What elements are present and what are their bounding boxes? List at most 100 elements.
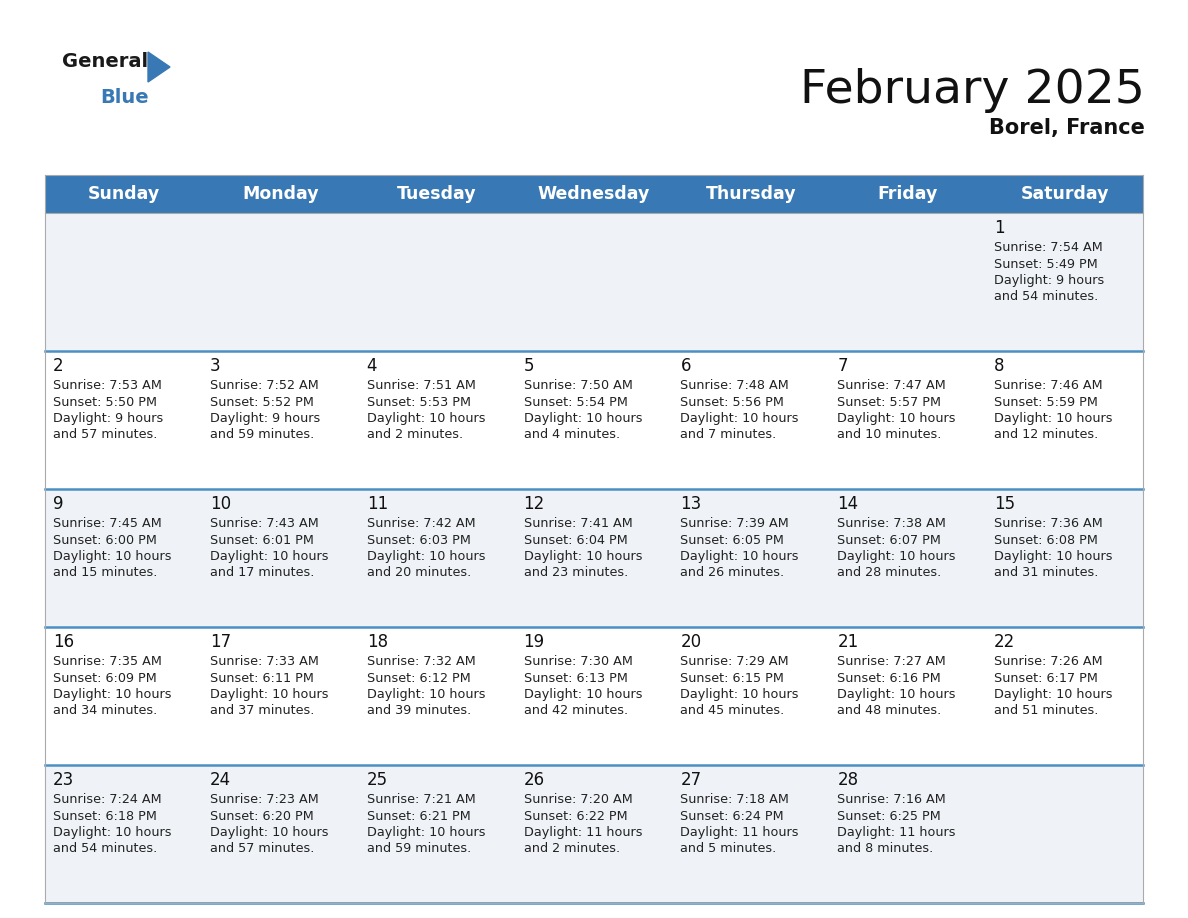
Text: February 2025: February 2025 — [801, 68, 1145, 113]
Text: 8: 8 — [994, 357, 1005, 375]
Text: Sunrise: 7:33 AM: Sunrise: 7:33 AM — [210, 655, 318, 668]
Text: Sunrise: 7:20 AM: Sunrise: 7:20 AM — [524, 793, 632, 806]
Text: Daylight: 10 hours: Daylight: 10 hours — [524, 412, 642, 425]
Text: Sunset: 6:03 PM: Sunset: 6:03 PM — [367, 533, 470, 546]
Text: and 59 minutes.: and 59 minutes. — [367, 843, 470, 856]
Text: Sunset: 6:08 PM: Sunset: 6:08 PM — [994, 533, 1098, 546]
Text: and 15 minutes.: and 15 minutes. — [53, 566, 157, 579]
Text: Sunset: 6:22 PM: Sunset: 6:22 PM — [524, 810, 627, 823]
Text: 11: 11 — [367, 495, 388, 513]
Text: and 34 minutes.: and 34 minutes. — [53, 704, 157, 718]
Text: Sunrise: 7:47 AM: Sunrise: 7:47 AM — [838, 379, 946, 392]
Text: Saturday: Saturday — [1020, 185, 1108, 203]
Text: Sunrise: 7:52 AM: Sunrise: 7:52 AM — [210, 379, 318, 392]
Text: Sunset: 6:11 PM: Sunset: 6:11 PM — [210, 671, 314, 685]
Text: Daylight: 10 hours: Daylight: 10 hours — [524, 688, 642, 701]
Text: and 59 minutes.: and 59 minutes. — [210, 429, 314, 442]
Text: and 48 minutes.: and 48 minutes. — [838, 704, 942, 718]
Text: and 20 minutes.: and 20 minutes. — [367, 566, 470, 579]
Text: and 2 minutes.: and 2 minutes. — [524, 843, 620, 856]
Text: Daylight: 10 hours: Daylight: 10 hours — [681, 412, 798, 425]
Text: Daylight: 10 hours: Daylight: 10 hours — [681, 550, 798, 563]
Bar — [45, 175, 1143, 213]
Text: Daylight: 10 hours: Daylight: 10 hours — [994, 412, 1113, 425]
Text: Sunrise: 7:50 AM: Sunrise: 7:50 AM — [524, 379, 632, 392]
Text: Wednesday: Wednesday — [538, 185, 650, 203]
Text: Sunset: 6:04 PM: Sunset: 6:04 PM — [524, 533, 627, 546]
Text: 14: 14 — [838, 495, 859, 513]
Text: Sunday: Sunday — [87, 185, 159, 203]
Text: and 31 minutes.: and 31 minutes. — [994, 566, 1099, 579]
Text: and 28 minutes.: and 28 minutes. — [838, 566, 942, 579]
Text: and 23 minutes.: and 23 minutes. — [524, 566, 627, 579]
Bar — [45, 765, 1143, 903]
Text: Sunrise: 7:23 AM: Sunrise: 7:23 AM — [210, 793, 318, 806]
Text: Daylight: 10 hours: Daylight: 10 hours — [53, 826, 171, 839]
Text: Sunrise: 7:32 AM: Sunrise: 7:32 AM — [367, 655, 475, 668]
Text: Blue: Blue — [100, 88, 148, 107]
Text: and 26 minutes.: and 26 minutes. — [681, 566, 784, 579]
Text: Sunset: 6:17 PM: Sunset: 6:17 PM — [994, 671, 1098, 685]
Text: Thursday: Thursday — [706, 185, 796, 203]
Text: Sunrise: 7:35 AM: Sunrise: 7:35 AM — [53, 655, 162, 668]
Text: Daylight: 10 hours: Daylight: 10 hours — [210, 826, 328, 839]
Text: Sunrise: 7:30 AM: Sunrise: 7:30 AM — [524, 655, 632, 668]
Text: 19: 19 — [524, 633, 544, 651]
Text: Sunset: 5:53 PM: Sunset: 5:53 PM — [367, 396, 470, 409]
Text: Sunset: 6:07 PM: Sunset: 6:07 PM — [838, 533, 941, 546]
Text: 23: 23 — [53, 771, 74, 789]
Text: 2: 2 — [53, 357, 64, 375]
Text: Daylight: 11 hours: Daylight: 11 hours — [524, 826, 642, 839]
Text: Daylight: 10 hours: Daylight: 10 hours — [524, 550, 642, 563]
Text: Daylight: 10 hours: Daylight: 10 hours — [367, 412, 485, 425]
Text: and 57 minutes.: and 57 minutes. — [53, 429, 157, 442]
Text: Sunset: 6:12 PM: Sunset: 6:12 PM — [367, 671, 470, 685]
Text: and 37 minutes.: and 37 minutes. — [210, 704, 315, 718]
Text: Sunrise: 7:42 AM: Sunrise: 7:42 AM — [367, 517, 475, 530]
Text: and 42 minutes.: and 42 minutes. — [524, 704, 627, 718]
Text: 26: 26 — [524, 771, 544, 789]
Text: Sunrise: 7:36 AM: Sunrise: 7:36 AM — [994, 517, 1102, 530]
Text: Sunset: 6:05 PM: Sunset: 6:05 PM — [681, 533, 784, 546]
Text: 9: 9 — [53, 495, 63, 513]
Text: 28: 28 — [838, 771, 859, 789]
Text: Sunrise: 7:54 AM: Sunrise: 7:54 AM — [994, 241, 1102, 254]
Text: Sunset: 6:18 PM: Sunset: 6:18 PM — [53, 810, 157, 823]
Text: 5: 5 — [524, 357, 535, 375]
Text: Sunrise: 7:41 AM: Sunrise: 7:41 AM — [524, 517, 632, 530]
Text: and 5 minutes.: and 5 minutes. — [681, 843, 777, 856]
Text: Sunrise: 7:51 AM: Sunrise: 7:51 AM — [367, 379, 475, 392]
Text: and 39 minutes.: and 39 minutes. — [367, 704, 470, 718]
Text: 27: 27 — [681, 771, 702, 789]
Text: Monday: Monday — [242, 185, 318, 203]
Text: and 2 minutes.: and 2 minutes. — [367, 429, 463, 442]
Text: Sunset: 5:49 PM: Sunset: 5:49 PM — [994, 258, 1098, 271]
Text: Sunrise: 7:26 AM: Sunrise: 7:26 AM — [994, 655, 1102, 668]
Bar — [45, 213, 1143, 351]
Polygon shape — [148, 52, 170, 82]
Text: Sunrise: 7:38 AM: Sunrise: 7:38 AM — [838, 517, 946, 530]
Text: Daylight: 10 hours: Daylight: 10 hours — [210, 550, 328, 563]
Text: Sunset: 5:56 PM: Sunset: 5:56 PM — [681, 396, 784, 409]
Text: Borel, France: Borel, France — [990, 118, 1145, 138]
Text: Sunrise: 7:24 AM: Sunrise: 7:24 AM — [53, 793, 162, 806]
Text: Sunset: 6:15 PM: Sunset: 6:15 PM — [681, 671, 784, 685]
Text: Sunrise: 7:43 AM: Sunrise: 7:43 AM — [210, 517, 318, 530]
Text: Sunrise: 7:16 AM: Sunrise: 7:16 AM — [838, 793, 946, 806]
Text: Sunrise: 7:53 AM: Sunrise: 7:53 AM — [53, 379, 162, 392]
Text: 21: 21 — [838, 633, 859, 651]
Text: Daylight: 10 hours: Daylight: 10 hours — [994, 550, 1113, 563]
Text: Sunset: 6:16 PM: Sunset: 6:16 PM — [838, 671, 941, 685]
Text: 7: 7 — [838, 357, 848, 375]
Text: Daylight: 9 hours: Daylight: 9 hours — [53, 412, 163, 425]
Text: Sunrise: 7:48 AM: Sunrise: 7:48 AM — [681, 379, 789, 392]
Text: Sunrise: 7:21 AM: Sunrise: 7:21 AM — [367, 793, 475, 806]
Text: Daylight: 9 hours: Daylight: 9 hours — [994, 274, 1105, 287]
Bar — [45, 489, 1143, 627]
Text: 6: 6 — [681, 357, 691, 375]
Text: Daylight: 9 hours: Daylight: 9 hours — [210, 412, 320, 425]
Text: General: General — [62, 52, 148, 71]
Text: Daylight: 10 hours: Daylight: 10 hours — [367, 826, 485, 839]
Text: and 54 minutes.: and 54 minutes. — [994, 290, 1099, 304]
Text: and 54 minutes.: and 54 minutes. — [53, 843, 157, 856]
